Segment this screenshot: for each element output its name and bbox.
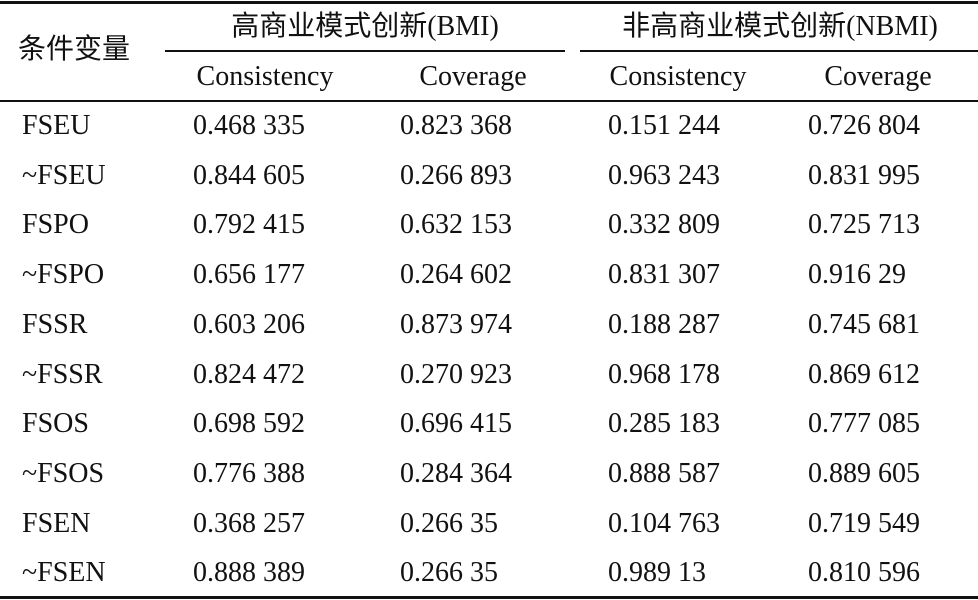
cell-value: 0.104 763 [608, 507, 720, 539]
cell-value: 0.916 29 [808, 259, 906, 291]
cell-value: 0.266 35 [400, 507, 498, 539]
cell-value: 0.968 178 [608, 358, 720, 390]
cell-value: 0.963 243 [608, 159, 720, 191]
cell-value: 0.792 415 [193, 209, 305, 241]
column-header: Coverage [824, 61, 932, 92]
cell-value: 0.698 592 [193, 408, 305, 440]
bottom-rule [0, 596, 978, 599]
group-rule [165, 50, 565, 52]
header-rule [0, 100, 978, 102]
cell-value: 0.656 177 [193, 259, 305, 291]
group-header: 高商业模式创新(BMI) [231, 11, 499, 42]
cell-value: 0.831 995 [808, 159, 920, 191]
cell-value: 0.719 549 [808, 507, 920, 539]
row-label: FSEN [22, 507, 91, 539]
cell-value: 0.777 085 [808, 408, 920, 440]
cell-value: 0.332 809 [608, 209, 720, 241]
group-header: 非高商业模式创新(NBMI) [622, 11, 938, 42]
cell-value: 0.745 681 [808, 308, 920, 340]
cell-value: 0.696 415 [400, 408, 512, 440]
row-label: FSPO [22, 209, 89, 241]
cell-value: 0.468 335 [193, 110, 305, 141]
cell-value: 0.266 35 [400, 557, 498, 589]
cell-value: 0.270 923 [400, 358, 512, 390]
cell-value: 0.810 596 [808, 557, 920, 589]
cell-value: 0.888 389 [193, 557, 305, 589]
row-label: FSEU [22, 110, 91, 141]
top-rule [0, 1, 978, 4]
group-rule [580, 50, 978, 52]
cell-value: 0.824 472 [193, 358, 305, 390]
cell-value: 0.151 244 [608, 110, 720, 141]
cell-value: 0.188 287 [608, 308, 720, 340]
cell-value: 0.285 183 [608, 408, 720, 440]
cell-value: 0.888 587 [608, 457, 720, 489]
cell-value: 0.725 713 [808, 209, 920, 241]
cell-value: 0.823 368 [400, 110, 512, 141]
cell-value: 0.632 153 [400, 209, 512, 241]
cell-value: 0.603 206 [193, 308, 305, 340]
row-label: ~FSOS [22, 457, 105, 489]
cell-value: 0.831 307 [608, 259, 720, 291]
row-label: ~FSEN [22, 557, 106, 589]
cell-value: 0.844 605 [193, 159, 305, 191]
column-header: Consistency [196, 61, 334, 92]
cell-value: 0.284 364 [400, 457, 512, 489]
cell-value: 0.869 612 [808, 358, 920, 390]
row-label: FSOS [22, 408, 89, 440]
cell-value: 0.266 893 [400, 159, 512, 191]
cell-value: 0.873 974 [400, 308, 512, 340]
cell-value: 0.889 605 [808, 457, 920, 489]
cell-value: 0.726 804 [808, 110, 920, 141]
cell-value: 0.264 602 [400, 259, 512, 291]
cell-value: 0.776 388 [193, 457, 305, 489]
row-label: ~FSEU [22, 159, 106, 191]
column-header: Consistency [609, 61, 747, 92]
column-header: Coverage [419, 61, 527, 92]
row-label: ~FSPO [22, 259, 105, 291]
row-label-header: 条件变量 [18, 34, 131, 65]
cell-value: 0.368 257 [193, 507, 305, 539]
cell-value: 0.989 13 [608, 557, 706, 589]
row-label: FSSR [22, 308, 88, 340]
row-label: ~FSSR [22, 358, 103, 390]
